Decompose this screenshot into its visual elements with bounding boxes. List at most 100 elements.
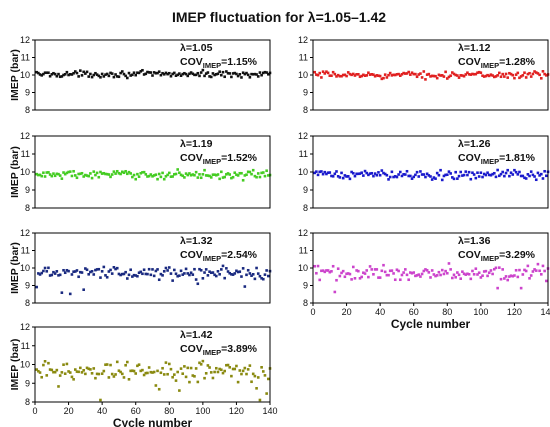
data-point	[77, 75, 80, 78]
y-tick-label: 12	[20, 131, 30, 141]
data-point	[233, 272, 237, 275]
data-point	[456, 74, 459, 77]
data-point	[112, 170, 116, 173]
data-point	[37, 173, 40, 177]
data-point	[476, 171, 479, 175]
data-point	[48, 74, 52, 78]
data-point	[414, 274, 417, 278]
data-point	[461, 174, 464, 177]
data-point	[451, 176, 454, 179]
data-point	[484, 74, 488, 78]
data-point	[199, 176, 203, 180]
data-point	[519, 75, 523, 78]
data-point	[251, 73, 255, 76]
data-point	[316, 264, 320, 268]
data-point	[415, 75, 419, 79]
data-point	[228, 72, 232, 75]
data-point	[325, 269, 328, 272]
figure-title: IMEP fluctuation for λ=1.05–1.42	[172, 9, 386, 25]
data-point	[326, 269, 330, 272]
data-point	[494, 175, 498, 179]
data-point	[95, 372, 99, 376]
data-point	[169, 272, 173, 275]
data-point	[523, 268, 526, 272]
plot-frame	[34, 232, 271, 304]
data-point	[253, 374, 257, 378]
data-point	[457, 273, 461, 277]
data-point	[516, 275, 520, 279]
data-point	[230, 75, 233, 79]
data-point	[393, 73, 397, 77]
data-point	[395, 73, 399, 76]
data-point	[251, 273, 255, 276]
data-point	[193, 375, 196, 378]
data-point	[382, 76, 385, 80]
data-point	[124, 363, 127, 367]
data-point	[92, 73, 96, 77]
data-point	[157, 278, 161, 282]
data-point	[42, 72, 45, 76]
data-point	[336, 175, 340, 178]
data-point	[218, 367, 221, 371]
data-point	[245, 273, 248, 277]
data-point	[152, 274, 156, 278]
data-point	[380, 269, 384, 273]
data-point	[107, 173, 111, 176]
data-point	[204, 72, 208, 75]
data-point	[37, 272, 40, 275]
data-point	[469, 177, 473, 181]
data-point	[147, 174, 151, 178]
data-point	[362, 174, 365, 177]
data-point	[164, 71, 168, 75]
data-point	[186, 366, 190, 370]
data-point	[506, 278, 510, 282]
data-point	[169, 367, 173, 371]
data-point	[538, 174, 541, 177]
data-point	[149, 273, 153, 277]
data-point	[48, 173, 52, 176]
data-point	[539, 273, 543, 276]
data-point	[435, 274, 439, 277]
data-point	[263, 374, 267, 377]
data-point	[85, 70, 89, 74]
lambda-annotation: λ=1.36	[458, 235, 491, 247]
data-point	[358, 277, 362, 280]
data-point	[261, 171, 265, 174]
data-point	[388, 175, 392, 179]
data-point	[213, 273, 216, 277]
y-tick-label: 11	[299, 149, 308, 159]
data-point	[235, 173, 238, 176]
data-point	[174, 272, 178, 276]
data-point	[246, 170, 250, 174]
panel-4: 8 9 10 11 12 λ=1.26 COVIMEP=1.81%	[298, 131, 550, 213]
y-tick-label: 11	[21, 149, 30, 159]
data-point	[400, 73, 404, 76]
data-point	[335, 278, 338, 282]
data-point	[533, 70, 536, 73]
data-point	[173, 373, 176, 376]
data-point	[142, 373, 146, 377]
data-point	[110, 72, 114, 75]
data-point	[420, 76, 424, 79]
data-point	[87, 273, 91, 276]
data-point	[236, 74, 240, 78]
data-point	[365, 74, 369, 77]
data-point	[360, 74, 363, 78]
data-point	[50, 73, 54, 76]
data-point	[253, 277, 257, 281]
data-point	[90, 176, 94, 180]
data-point	[136, 274, 139, 278]
data-point	[191, 374, 195, 377]
data-point	[97, 267, 101, 271]
data-point	[241, 369, 245, 373]
data-point	[115, 360, 119, 364]
data-point	[333, 290, 337, 294]
data-point	[518, 268, 521, 272]
data-point	[506, 76, 510, 79]
data-point	[171, 72, 174, 76]
data-point	[208, 270, 211, 273]
data-point	[216, 370, 220, 374]
data-point	[214, 173, 218, 177]
data-point	[482, 270, 486, 273]
data-point	[543, 72, 546, 76]
